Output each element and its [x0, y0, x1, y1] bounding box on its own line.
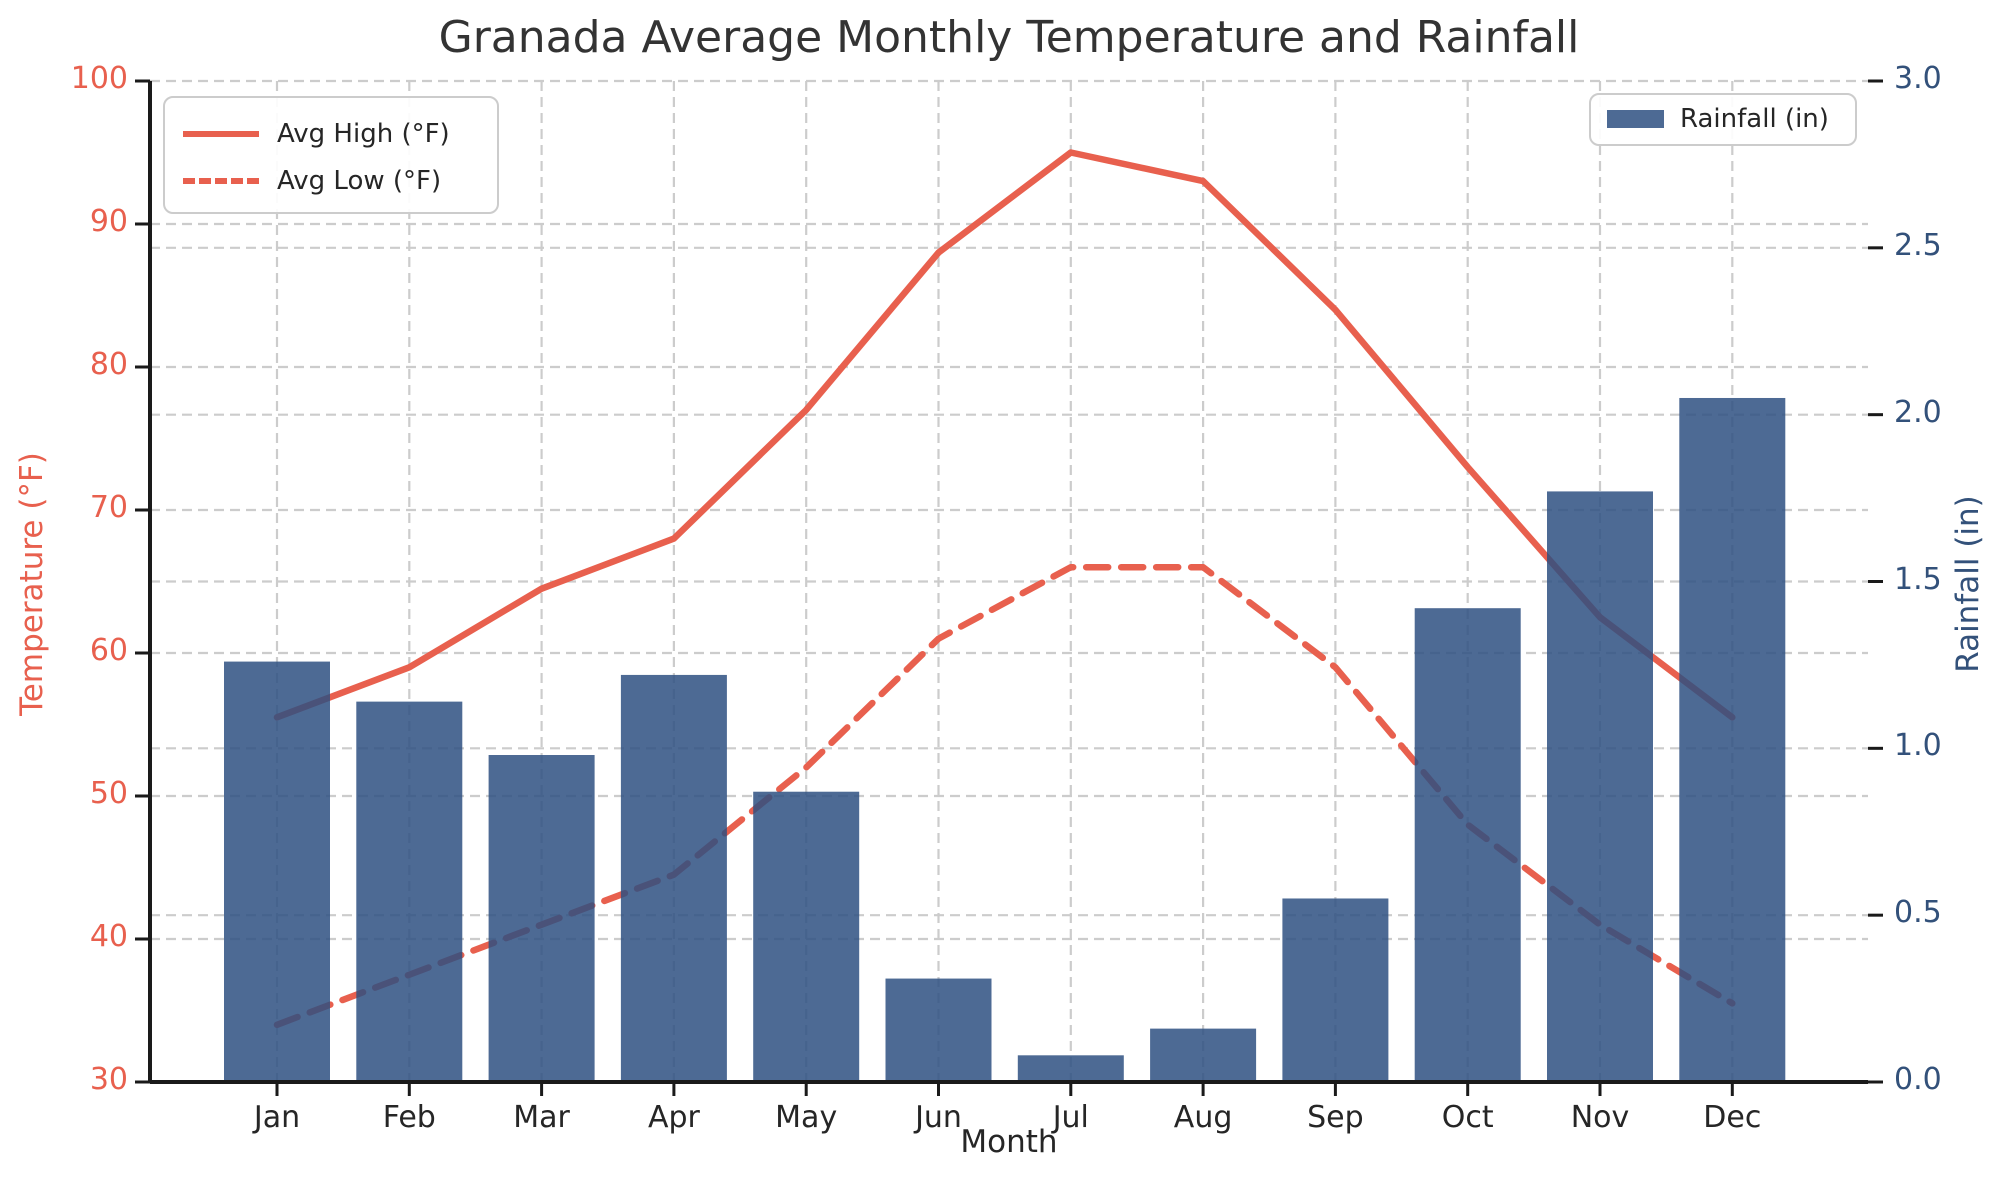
legend-row-avg-high: Avg High (°F) — [183, 110, 479, 157]
x-tick-label: Dec — [1703, 1100, 1762, 1135]
rainfall-legend: Rainfall (in) — [1589, 93, 1857, 146]
chart-svg — [135, 79, 1883, 1096]
y-left-tick-label: 90 — [89, 204, 128, 239]
x-tick-label: Feb — [382, 1100, 436, 1135]
legend-row-rainfall: Rainfall (in) — [1607, 95, 1839, 142]
x-tick-label: Nov — [1570, 1100, 1630, 1135]
x-tick-label: May — [775, 1100, 838, 1135]
rainfall-bar — [224, 661, 330, 1082]
y-left-tick-label: 50 — [89, 776, 128, 811]
legend-row-avg-low: Avg Low (°F) — [183, 157, 479, 204]
y-right-tick-label: 1.5 — [1894, 561, 1942, 597]
rainfall-bar — [1282, 898, 1389, 1082]
rainfall-bar — [1017, 1055, 1124, 1082]
y-right-tick-label: 0.5 — [1894, 895, 1942, 931]
plot-area — [135, 79, 1883, 1096]
x-tick-label: Mar — [513, 1100, 570, 1135]
chart-title: Granada Average Monthly Temperature and … — [438, 12, 1580, 63]
x-tick-label: Apr — [647, 1100, 700, 1135]
x-tick-label: Jun — [915, 1100, 962, 1135]
avg-high-line — [273, 149, 1736, 721]
legend-avg-high-label: Avg High (°F) — [277, 118, 450, 149]
y-right-tick-label: 3.0 — [1894, 61, 1942, 96]
solid-line-sample-icon — [183, 130, 259, 137]
x-tick-label: Jul — [1052, 1100, 1089, 1135]
y-left-tick-label: 100 — [70, 61, 128, 96]
x-tick-label: Aug — [1173, 1100, 1233, 1135]
rainfall-bar — [356, 701, 463, 1082]
x-axis-label: Month — [960, 1124, 1058, 1160]
rainfall-bar — [1150, 1028, 1257, 1082]
y-left-tick-label: 70 — [89, 490, 128, 525]
y-left-tick-label: 60 — [89, 633, 128, 668]
temperature-legend: Avg High (°F) Avg Low (°F) — [163, 96, 499, 214]
x-tick-label: Jan — [253, 1100, 301, 1135]
x-tick-label: Sep — [1307, 1100, 1364, 1135]
dashed-line-sample-icon — [183, 177, 259, 184]
legend-rainfall-label: Rainfall (in) — [1680, 103, 1829, 134]
rainfall-bar — [488, 755, 595, 1082]
y-left-tick-label: 30 — [89, 1062, 128, 1097]
legend-avg-low-label: Avg Low (°F) — [277, 165, 442, 196]
bar-swatch-icon — [1607, 109, 1664, 128]
rainfall-bar — [1679, 397, 1786, 1082]
rainfall-bar — [753, 791, 860, 1082]
y-left-tick-label: 40 — [89, 919, 128, 954]
rainfall-bar — [620, 674, 727, 1082]
rainfall-bar — [1547, 491, 1653, 1082]
rainfall-bar — [1414, 608, 1521, 1082]
y-right-tick-label: 1.0 — [1894, 728, 1942, 764]
y-left-axis-label: Temperature (°F) — [14, 452, 50, 716]
y-right-tick-label: 2.5 — [1894, 227, 1942, 263]
y-left-tick-label: 80 — [89, 347, 128, 382]
y-right-tick-label: 2.0 — [1894, 394, 1942, 430]
rainfall-bar — [885, 978, 992, 1082]
x-tick-label: Oct — [1441, 1100, 1494, 1135]
y-right-tick-label: 0.0 — [1894, 1062, 1942, 1097]
